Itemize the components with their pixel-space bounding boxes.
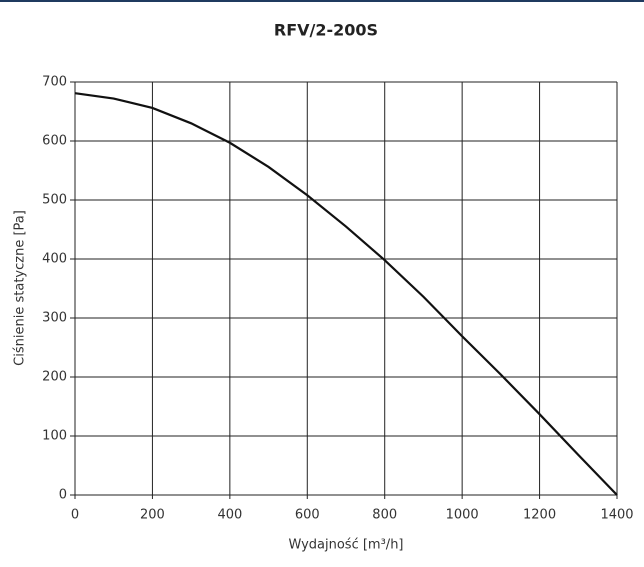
curve bbox=[74, 92, 618, 496]
x-tick-label: 800 bbox=[372, 508, 397, 523]
x-tick-label: 0 bbox=[71, 508, 79, 523]
y-axis-label: Ciśnienie statyczne [Pa] bbox=[13, 210, 28, 366]
x-tick-label: 600 bbox=[295, 508, 320, 523]
y-tick-label: 700 bbox=[42, 75, 67, 90]
x-tick-label: 200 bbox=[140, 508, 165, 523]
x-tick-label: 1200 bbox=[523, 508, 556, 523]
y-tick-label: 300 bbox=[42, 311, 67, 326]
y-tick-label: 0 bbox=[59, 488, 67, 503]
x-tick-label: 1400 bbox=[600, 508, 633, 523]
chart-title: RFV/2-200S bbox=[274, 21, 378, 40]
x-tick-label: 1000 bbox=[446, 508, 479, 523]
y-tick-label: 100 bbox=[42, 429, 67, 444]
y-tick-label: 200 bbox=[42, 370, 67, 385]
y-tick-label: 500 bbox=[42, 193, 67, 208]
x-tick-label: 400 bbox=[217, 508, 242, 523]
y-tick-label: 400 bbox=[42, 252, 67, 267]
y-tick-label: 600 bbox=[42, 134, 67, 149]
x-axis-label: Wydajność [m³/h] bbox=[288, 538, 403, 553]
